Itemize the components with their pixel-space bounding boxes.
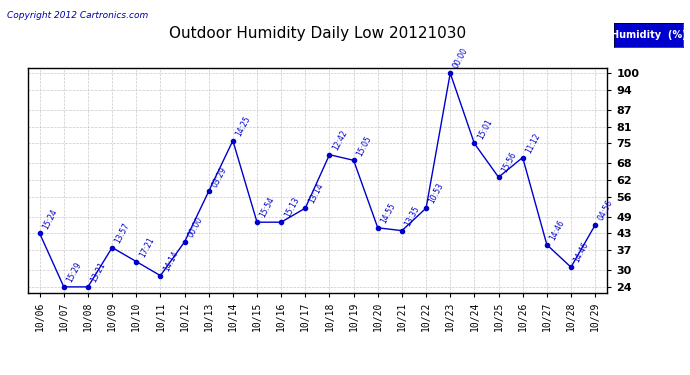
Text: 13:35: 13:35	[404, 204, 422, 228]
Text: 04:56: 04:56	[597, 199, 615, 222]
Text: 15:01: 15:01	[476, 117, 494, 141]
Text: 13:21: 13:21	[90, 261, 108, 284]
Text: 13:57: 13:57	[114, 221, 132, 245]
Text: 14:25: 14:25	[235, 114, 253, 138]
Text: 12:42: 12:42	[331, 129, 349, 152]
Text: 15:05: 15:05	[355, 134, 373, 158]
Text: 15:56: 15:56	[500, 151, 518, 174]
Text: 15:24: 15:24	[41, 207, 59, 231]
Text: 14:46: 14:46	[549, 218, 566, 242]
Text: 10:53: 10:53	[428, 182, 446, 206]
Text: 15:54: 15:54	[259, 196, 277, 219]
Text: Copyright 2012 Cartronics.com: Copyright 2012 Cartronics.com	[7, 11, 148, 20]
Text: 11:12: 11:12	[524, 132, 542, 155]
Text: 00:00: 00:00	[186, 216, 204, 239]
Text: Humidity  (%): Humidity (%)	[611, 30, 687, 40]
Text: Outdoor Humidity Daily Low 20121030: Outdoor Humidity Daily Low 20121030	[169, 26, 466, 41]
Text: 15:13: 15:13	[283, 196, 301, 219]
Text: 14:14: 14:14	[162, 249, 180, 273]
Text: 00:00: 00:00	[452, 47, 470, 70]
Text: 17:21: 17:21	[138, 236, 156, 259]
Text: 13:14: 13:14	[307, 182, 325, 206]
Text: 15:29: 15:29	[66, 261, 83, 284]
Text: 14:55: 14:55	[380, 201, 397, 225]
Text: 03:29: 03:29	[210, 165, 228, 189]
Text: 14:46: 14:46	[573, 241, 591, 264]
